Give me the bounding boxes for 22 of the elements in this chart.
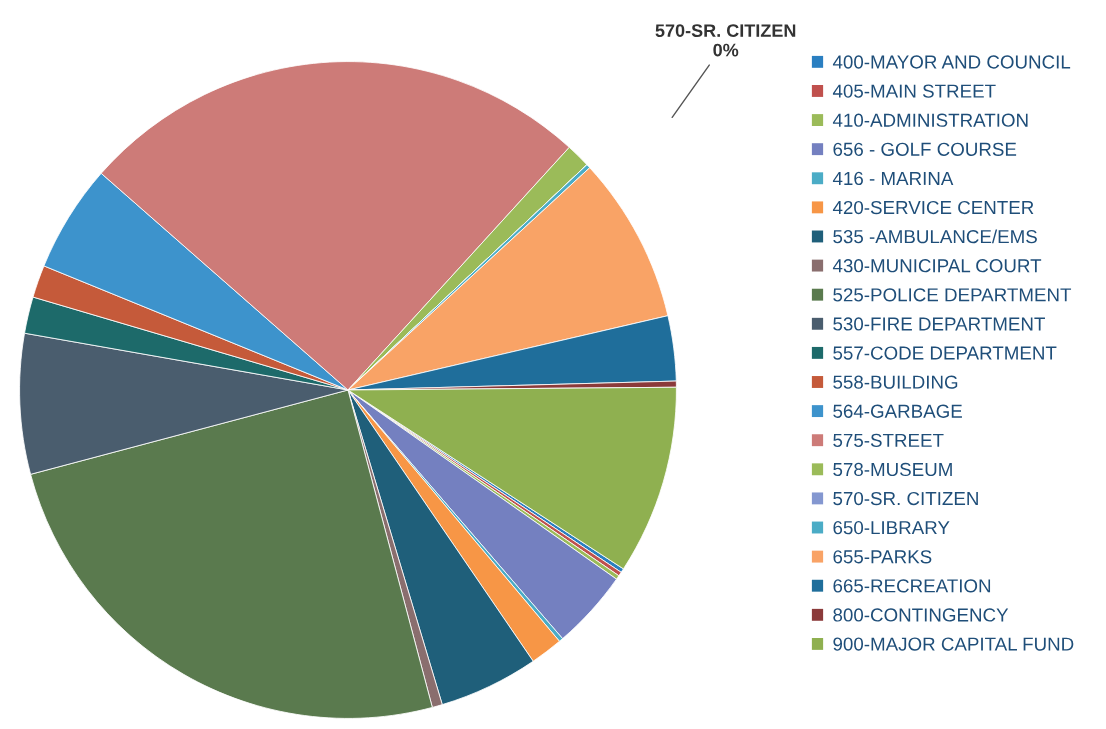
legend-label: 656 - GOLF COURSE (833, 142, 1017, 156)
legend-label: 800-CONTINGENCY (833, 608, 1009, 622)
legend-label: 420-SERVICE CENTER (832, 200, 1034, 215)
legend-label: 900-MAJOR CAPITAL FUND (833, 637, 1074, 651)
legend-label: 525-POLICE DEPARTMENT (833, 288, 1072, 302)
text: 570-SR. CITIZEN 0% (655, 24, 796, 57)
legend-label: 650-LIBRARY (833, 521, 950, 535)
legend-label: 578-MUSEUM (833, 462, 952, 477)
legend-label: 530-FIRE DEPARTMENT (833, 317, 1045, 331)
legend-label: 400-MAYOR AND COUNCIL (832, 55, 1071, 69)
legend-label: 570-SR. CITIZEN (833, 491, 978, 506)
legend-label: 575-STREET (833, 433, 944, 447)
legend-label: 564-GARBAGE (833, 404, 962, 418)
legend-label: 535 -AMBULANCE/EMS (833, 229, 1037, 244)
legend-label: 416 - MARINA (832, 171, 954, 186)
legend-label: 665-RECREATION (833, 579, 991, 593)
legend-label: 558-BUILDING (833, 375, 958, 389)
legend-label: 557-CODE DEPARTMENT (833, 346, 1057, 360)
legend-label: 405-MAIN STREET (832, 84, 996, 98)
legend-label: 410-ADMINISTRATION (832, 113, 1028, 127)
legend-label: 430-MUNICIPAL COURT (832, 259, 1042, 273)
legend-label: 655-PARKS (833, 550, 932, 564)
